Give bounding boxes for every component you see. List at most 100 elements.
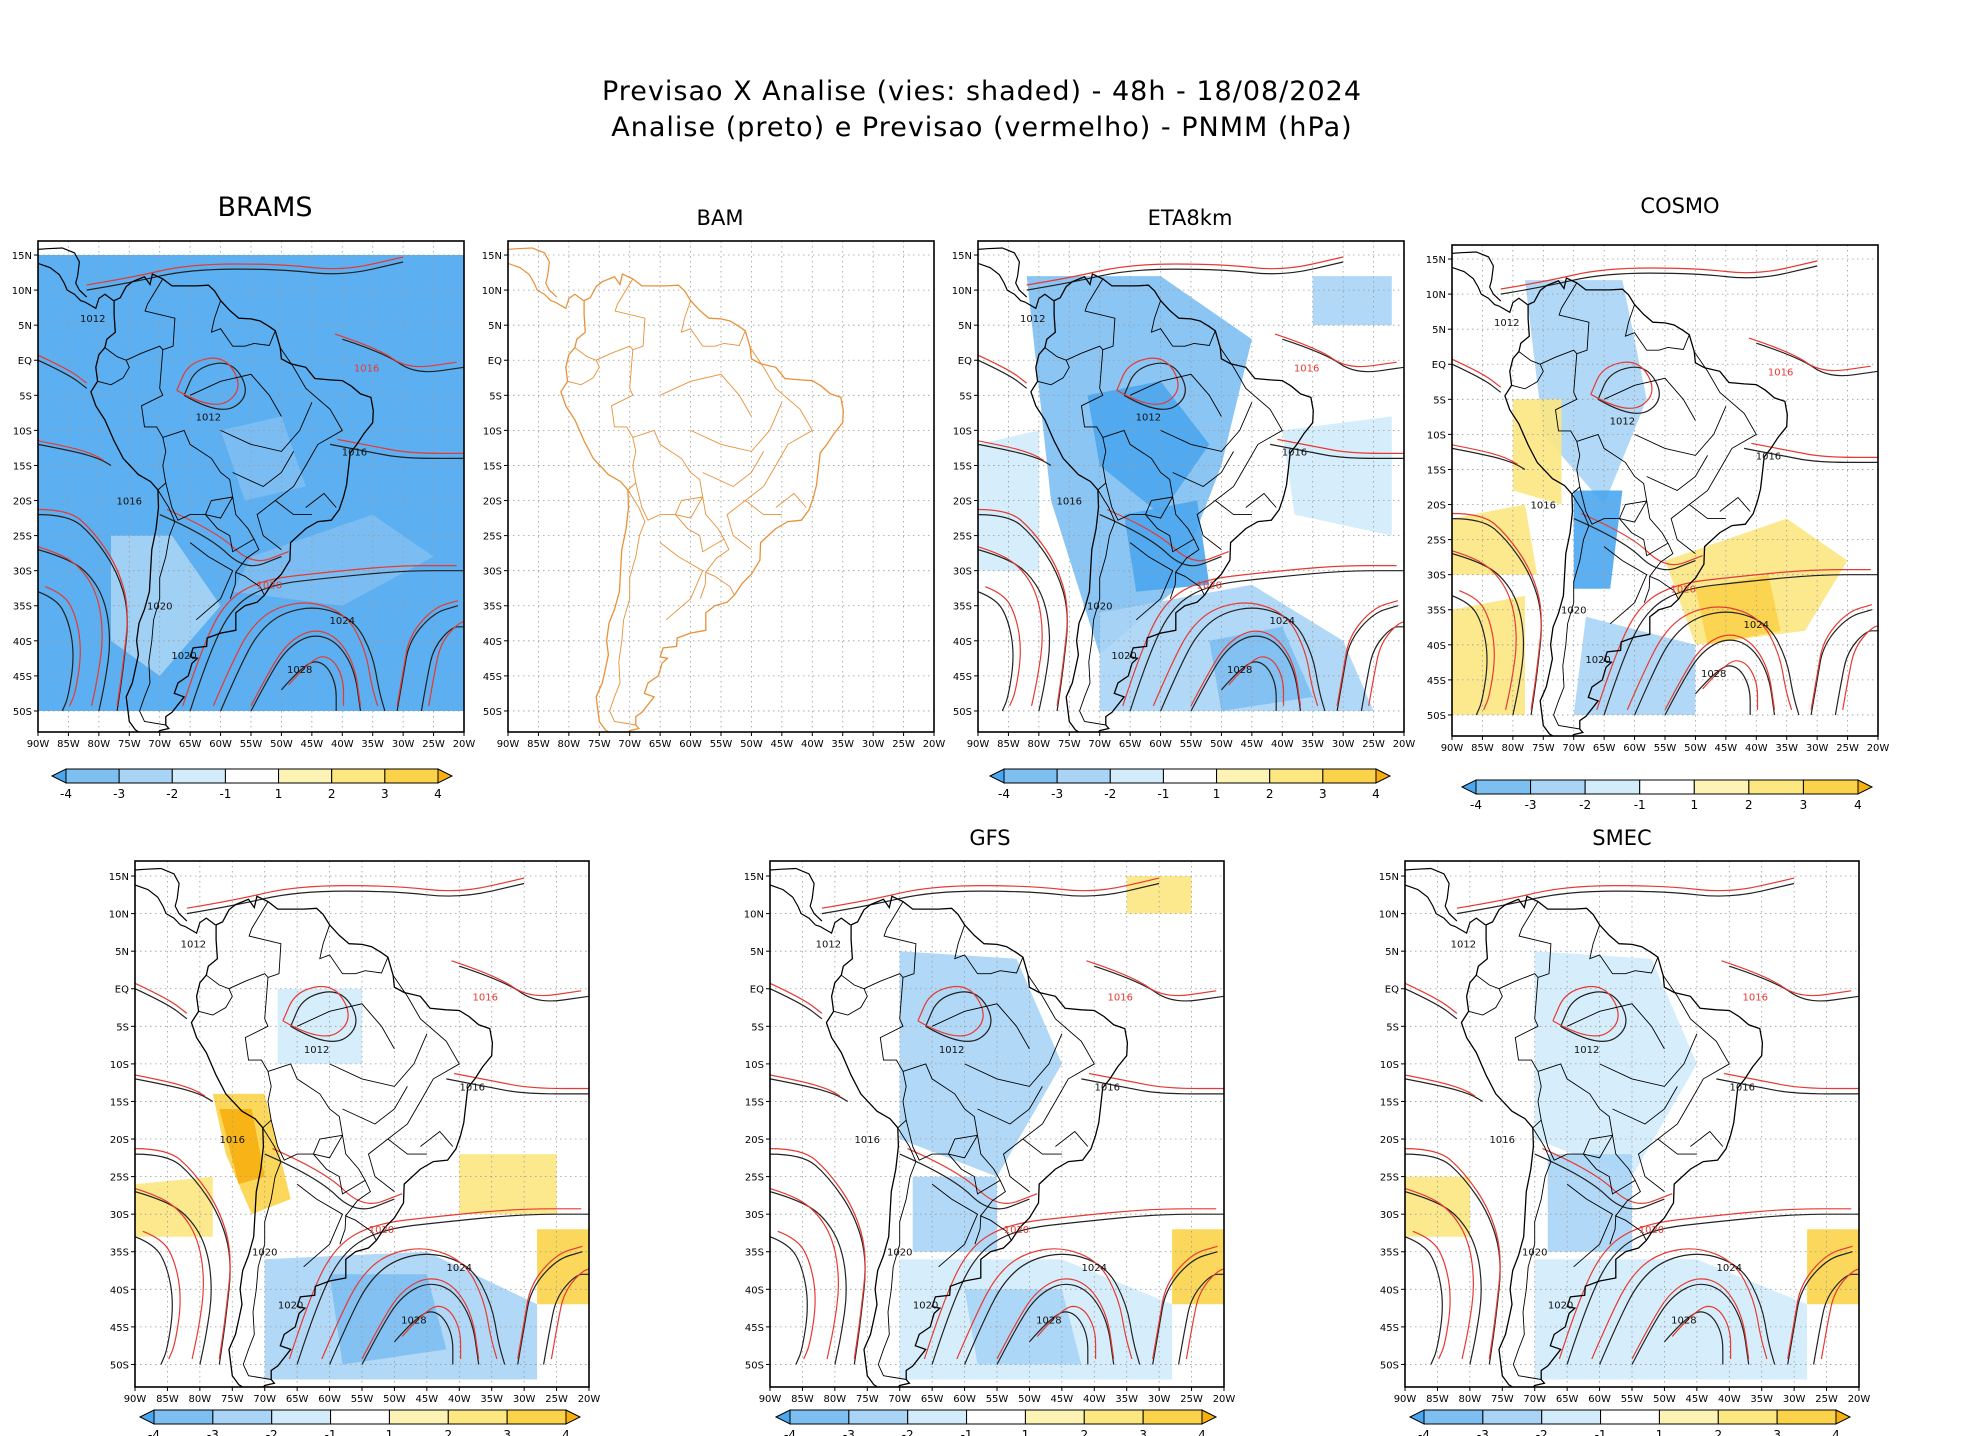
isobar-label: 1024	[330, 616, 355, 627]
lon-tick-label: 35W	[1750, 1394, 1773, 1405]
isobar-label: 1028	[1671, 1315, 1696, 1326]
country-border-2	[1511, 351, 1544, 390]
country-border-6	[313, 1135, 366, 1195]
colorbar-arrow-left	[1460, 779, 1477, 795]
analysis-isobar-11	[446, 1078, 589, 1095]
lon-tick-label: 50W	[1684, 743, 1707, 754]
analysis-isobar-7	[1336, 605, 1399, 712]
country-border-13	[702, 451, 764, 488]
analysis-isobar-12	[1094, 965, 1224, 1002]
lon-tick-label: 20W	[453, 739, 476, 750]
country-border-10	[1670, 351, 1757, 554]
colorbar-segment	[1776, 1409, 1837, 1425]
lat-tick-label: 30S	[483, 567, 502, 578]
lat-tick-label: 10S	[1380, 1060, 1399, 1071]
lon-tick-label: 50W	[270, 739, 293, 750]
country-border-3	[1498, 973, 1539, 990]
coastline-central-america	[1452, 266, 1528, 314]
lon-tick-label: 55W	[1654, 743, 1677, 754]
lon-tick-label: 80W	[824, 1394, 847, 1405]
lat-tick-label: 30S	[745, 1210, 764, 1221]
lon-tick-label: 40W	[1745, 743, 1768, 754]
isobar-label: 1016	[855, 1135, 880, 1146]
coastline	[560, 273, 844, 732]
coastline-central-america	[38, 262, 114, 310]
coastline-central-america	[978, 262, 1054, 310]
country-border-11	[690, 402, 783, 452]
isobar-label: 1012	[196, 412, 221, 423]
lon-tick-label: 55W	[986, 1394, 1009, 1405]
country-border-1	[611, 278, 646, 491]
lat-tick-label: 25S	[953, 532, 972, 543]
lat-tick-label: 40S	[110, 1285, 129, 1296]
forecast-isobar-0	[38, 546, 103, 707]
colorbar-label: -1	[1634, 798, 1646, 812]
forecast-isobar-0	[1452, 550, 1517, 711]
country-border-9	[235, 571, 265, 596]
analysis-isobar-9	[1452, 447, 1526, 471]
colorbar-label: 2	[1714, 1428, 1722, 1436]
country-border-14	[1055, 1130, 1089, 1147]
colorbar-label: 4	[1198, 1428, 1206, 1436]
colorbar-label: 3	[503, 1428, 511, 1436]
country-border-15	[387, 1138, 427, 1155]
coastline-central-america-n	[1405, 867, 1458, 922]
lon-tick-label: 30W	[1332, 739, 1355, 750]
colorbar-label: 4	[1854, 798, 1862, 812]
lon-tick-label: 60W	[318, 1394, 341, 1405]
forecast-isobar-11	[1277, 438, 1404, 454]
forecast-isobar-6	[923, 1208, 1217, 1360]
country-border-13	[1612, 1086, 1678, 1125]
analysis-isobar-15	[290, 991, 357, 1042]
lon-tick-label: 65W	[1119, 739, 1142, 750]
panel-content: 1020 1020 1024 1028 1016 1012 1016 1012 1016 1020	[38, 241, 464, 732]
colorbar-label: -4	[1418, 1428, 1430, 1436]
forecast-isobar-7	[1336, 600, 1399, 707]
country-border-2	[1468, 974, 1503, 1016]
colorbar-arrow-right	[565, 1409, 582, 1425]
lon-tick-label: 50W	[1653, 1394, 1676, 1405]
forecast-isobar-0	[770, 1187, 839, 1360]
forecast-isobar-6	[1596, 569, 1871, 711]
analysis-isobar-13	[1026, 261, 1344, 291]
country-border-12	[1566, 1003, 1665, 1050]
colorbar-segment	[848, 1409, 909, 1425]
colorbar-label: 3	[1773, 1428, 1781, 1436]
analysis-isobar-8	[420, 626, 464, 712]
lon-tick-label: 70W	[618, 739, 641, 750]
lat-tick-label: 40S	[1380, 1285, 1399, 1296]
forecast-isobar-6	[1122, 565, 1397, 707]
analysis-isobar-2	[978, 591, 1014, 712]
lon-tick-label: 40W	[1083, 1394, 1106, 1405]
lon-tick-label: 30W	[862, 739, 885, 750]
country-border-10	[256, 347, 343, 550]
forecast-isobar-0	[1405, 1187, 1474, 1360]
coastline-central-america-n	[135, 867, 188, 922]
lon-tick-label: 80W	[1459, 1394, 1482, 1405]
colorbar-segment	[1639, 779, 1695, 795]
lat-tick-label: 10S	[1427, 430, 1446, 441]
analysis-isobar-13	[1456, 882, 1795, 915]
lon-tick-label: 45W	[416, 1394, 439, 1405]
analysis-isobar-2	[135, 1236, 173, 1365]
colorbar-label: -1	[1157, 787, 1169, 801]
lon-tick-label: 45W	[1686, 1394, 1709, 1405]
lon-tick-label: 20W	[923, 739, 946, 750]
panel-content: 1020 1020 1024 1028 1016 1012 1016 1012 1016 1020	[1452, 245, 1878, 736]
forecast-isobar-5	[1671, 1305, 1732, 1359]
lon-tick-label: 50W	[1210, 739, 1233, 750]
bias-shade-6	[1512, 399, 1562, 505]
forecast-isobar-10	[135, 982, 188, 1014]
analysis-isobar-3	[964, 1253, 1141, 1365]
isobar-label: 1028	[1701, 669, 1726, 680]
panel-title-bam: BAM	[696, 206, 744, 230]
lon-tick-label: 85W	[791, 1394, 814, 1405]
forecast-isobar-7	[1152, 1245, 1218, 1360]
lon-tick-label: 65W	[921, 1394, 944, 1405]
lon-tick-label: 30W	[1148, 1394, 1171, 1405]
lat-tick-label: 20S	[483, 497, 502, 508]
forecast-isobar-15	[917, 985, 984, 1037]
colorbar-segment	[1423, 1409, 1484, 1425]
colorbar-segment	[224, 768, 280, 784]
analysis-isobar-11	[329, 443, 464, 459]
